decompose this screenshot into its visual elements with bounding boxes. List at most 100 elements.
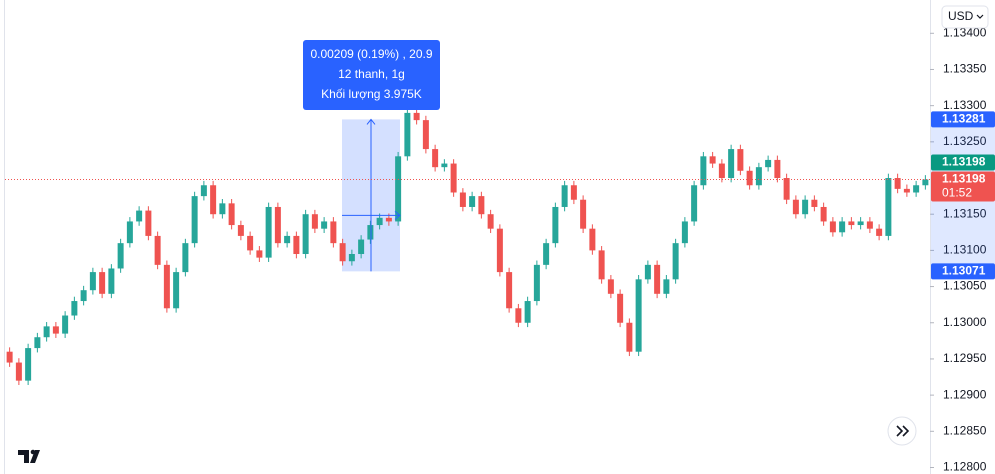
candle-body — [820, 206, 827, 222]
candle-body — [89, 272, 96, 291]
plot-area: 0.00209 (0.19%) , 20.9 12 thanh, 1g Khối l… — [5, 40, 930, 385]
candle-body — [404, 112, 411, 157]
measure-tooltip-line: 0.00209 (0.19%) , 20.9 — [310, 47, 432, 61]
logo — [18, 449, 40, 463]
candle-body — [413, 112, 420, 121]
candle-body — [533, 264, 540, 302]
candle-body — [348, 254, 355, 262]
candle-body — [792, 199, 799, 215]
candle-body — [321, 221, 328, 229]
candle-body — [126, 221, 133, 244]
y-tick-label: 1.13400 — [943, 25, 987, 39]
last-price-label-bg — [931, 171, 995, 202]
measure-tooltip-line: 12 thanh, 1g — [338, 67, 405, 81]
candle-body — [395, 156, 402, 222]
candle-body — [302, 214, 309, 255]
candle-body — [672, 243, 679, 280]
candle-body — [506, 272, 513, 309]
measure-high-label: 1.13281 — [942, 112, 986, 126]
candle-body — [487, 214, 494, 229]
candle-body — [367, 225, 374, 240]
candle-body — [247, 235, 254, 251]
candle-body — [922, 179, 929, 186]
candle-body — [293, 235, 300, 255]
bid-price-label: 1.13198 — [942, 155, 986, 169]
candle-body — [848, 221, 855, 226]
candle-body — [71, 301, 78, 316]
candle-body — [635, 279, 642, 352]
y-tick-label: 1.13050 — [943, 279, 987, 293]
candle-body — [441, 163, 448, 168]
candle-body — [783, 178, 790, 200]
candle-body — [543, 243, 550, 265]
candle-body — [802, 199, 809, 215]
candle-body — [173, 272, 180, 309]
candle-body — [737, 149, 744, 171]
measure-high-label-bg — [931, 111, 995, 128]
candle-body — [237, 225, 244, 236]
candle-body — [478, 196, 485, 215]
y-tick-label: 1.12950 — [943, 351, 987, 365]
measure-tooltip-line: Khối lượng 3.975K — [321, 87, 422, 101]
measure-low-label-bg — [931, 263, 995, 280]
candle-body — [163, 264, 170, 309]
candle-body — [746, 170, 753, 186]
candle-body — [876, 228, 883, 236]
candle-body — [654, 264, 661, 294]
candle-body — [580, 199, 587, 229]
currency-button[interactable] — [941, 5, 989, 29]
candle-body — [191, 196, 198, 244]
candle-body — [358, 239, 365, 255]
candle-body — [145, 210, 152, 236]
candle-body — [857, 221, 864, 226]
candle-body — [524, 301, 531, 323]
candle-body — [6, 351, 13, 363]
candle-body — [496, 228, 503, 273]
candle-body — [570, 185, 577, 200]
last-price-label: 1.13198 — [942, 172, 986, 186]
y-tick-label: 1.13250 — [943, 134, 987, 148]
candle-body — [691, 185, 698, 222]
candle-body — [663, 279, 670, 294]
y-tick-label: 1.13000 — [943, 315, 987, 329]
measure-h-head — [394, 210, 401, 220]
candle-body — [311, 214, 318, 229]
candle-body — [589, 228, 596, 251]
y-tick-label: 1.12800 — [943, 460, 987, 474]
scroll-icon — [896, 425, 910, 437]
countdown-label: 01:52 — [942, 186, 972, 200]
candle-body — [265, 206, 272, 258]
candle-body — [626, 322, 633, 352]
candle-body — [422, 120, 429, 150]
candle-body — [765, 159, 772, 168]
candle-body — [755, 167, 762, 186]
candle-body — [219, 203, 226, 215]
candle-body — [108, 268, 115, 294]
currency-label: USD — [948, 9, 974, 23]
measure-tooltip — [303, 40, 440, 110]
y-tick-label: 1.13350 — [943, 62, 987, 76]
y-tick-label: 1.13100 — [943, 243, 987, 257]
candle-body — [284, 235, 291, 244]
candle-body — [43, 326, 50, 338]
candle-body — [330, 221, 337, 244]
candle-body — [25, 348, 32, 381]
bid-price-label-bg — [931, 154, 995, 171]
candle-body — [866, 221, 873, 229]
candle-body — [62, 315, 69, 334]
candle-body — [200, 185, 207, 197]
scroll-button[interactable] — [887, 416, 917, 446]
candle-body — [459, 192, 466, 207]
candle-body — [811, 199, 818, 207]
candle-body — [774, 159, 781, 179]
candle-body — [718, 163, 725, 179]
candle-body — [154, 235, 161, 265]
candle-body — [607, 279, 614, 294]
y-tick-label: 1.13300 — [943, 98, 987, 112]
candle-body — [15, 362, 22, 381]
candle-body — [136, 210, 143, 222]
y-tick-label: 1.12850 — [943, 423, 987, 437]
candle-body — [617, 293, 624, 323]
measure-low-label: 1.13071 — [942, 264, 986, 278]
